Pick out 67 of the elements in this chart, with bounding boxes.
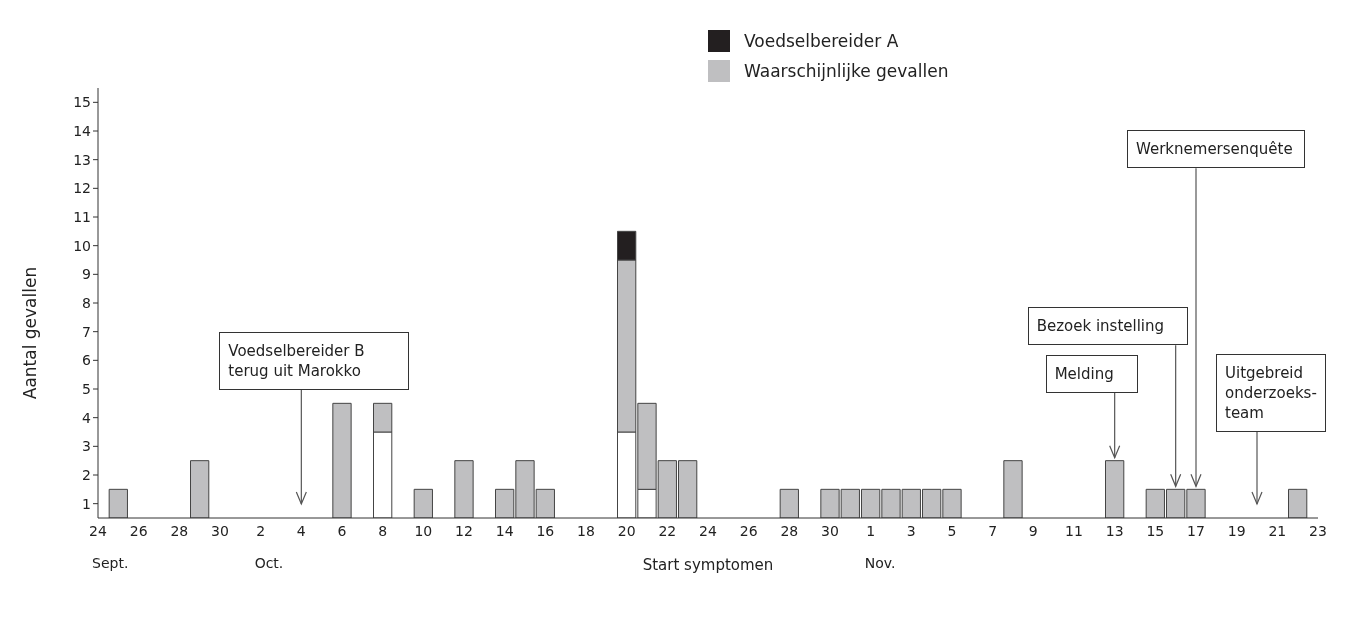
- x-tick-label: 18: [577, 522, 595, 539]
- x-tick-label: 23: [1309, 522, 1327, 539]
- bar: [454, 460, 474, 518]
- x-tick-label: 12: [455, 522, 473, 539]
- x-tick-label: 17: [1187, 522, 1205, 539]
- x-tick-label: 8: [378, 522, 388, 539]
- y-tick-label: 3: [82, 438, 91, 455]
- x-tick-label: 5: [947, 522, 957, 539]
- y-tick-label: 6: [82, 352, 92, 369]
- bar: [1288, 488, 1308, 518]
- y-tick-label: 9: [82, 266, 91, 283]
- x-tick-label: 2: [256, 522, 266, 539]
- y-tick-label: 2: [82, 466, 91, 483]
- ref-line-label: Melding: [1045, 354, 1138, 393]
- bar: [108, 488, 128, 518]
- x-tick-label: 22: [658, 522, 677, 539]
- x-tick-label: 9: [1028, 522, 1038, 539]
- bar: [1003, 460, 1023, 518]
- ref-line-label: Uitgebreid onderzoeks-team: [1216, 354, 1326, 432]
- x-tick-label: 13: [1105, 522, 1124, 539]
- y-tick-label: 11: [73, 208, 91, 225]
- y-tick-label: 1: [82, 495, 91, 512]
- y-axis-title: Aantal gevallen: [20, 266, 40, 400]
- x-tick-label: 6: [337, 522, 347, 539]
- bar: [413, 488, 433, 518]
- x-tick-label: 30: [211, 522, 229, 539]
- y-tick-label: 15: [73, 94, 91, 111]
- x-tick-label: 11: [1065, 522, 1083, 539]
- x-tick-label: 15: [1146, 522, 1165, 539]
- x-tick-label: 3: [906, 522, 916, 539]
- x-tick-label: 21: [1268, 522, 1287, 539]
- y-tick-label: 4: [82, 409, 92, 426]
- text: Nov.: [864, 555, 896, 571]
- x-tick-label: 19: [1227, 522, 1246, 539]
- x-tick-label: 26: [129, 522, 148, 539]
- x-tick-label: 4: [296, 522, 306, 539]
- text: Sept.: [92, 555, 129, 571]
- ref-line-label: Voedselbereider B terug uit Marokko: [219, 332, 410, 390]
- x-axis-title: Start symptomen: [642, 556, 774, 574]
- x-tick-label: 28: [780, 522, 799, 539]
- x-tick-label: 28: [170, 522, 189, 539]
- y-tick-label: 5: [82, 380, 91, 397]
- x-tick-label: 1: [866, 522, 876, 539]
- y-tick-label: 12: [73, 180, 91, 197]
- x-tick-label: 20: [617, 522, 636, 539]
- legend-label: Voedselbereider A: [743, 30, 900, 53]
- ref-line-label: Bezoek instelling: [1027, 307, 1188, 346]
- ref-line-label: Werknemersenquête: [1127, 130, 1305, 169]
- bar: [190, 460, 210, 518]
- x-tick-label: 26: [739, 522, 758, 539]
- x-tick-label: 7: [988, 522, 998, 539]
- x-tick-label: 16: [536, 522, 555, 539]
- y-tick-label: 13: [73, 151, 91, 168]
- x-tick-label: 30: [821, 522, 839, 539]
- x-tick-label: 24: [89, 522, 107, 539]
- y-tick-label: 14: [73, 122, 92, 139]
- y-tick-label: 10: [73, 237, 91, 254]
- bar: [779, 488, 799, 518]
- bar: [1105, 460, 1125, 518]
- legend-label: Waarschijnlijke gevallen: [743, 60, 949, 83]
- y-tick-label: 7: [82, 323, 91, 340]
- x-tick-label: 10: [414, 522, 433, 539]
- x-tick-label: 24: [699, 522, 717, 539]
- text: Oct.: [254, 555, 284, 571]
- bar: [332, 402, 352, 518]
- y-tick-label: 8: [82, 294, 91, 311]
- x-tick-label: 14: [495, 522, 514, 539]
